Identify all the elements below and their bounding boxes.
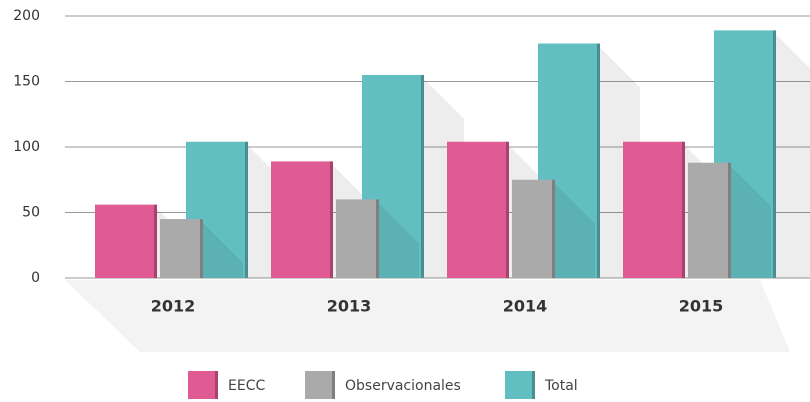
legend-swatch-edge <box>532 371 535 399</box>
bar-shadow <box>731 166 771 278</box>
bar-shadow <box>203 223 243 278</box>
legend-label: EECC <box>228 378 265 394</box>
legend-swatch <box>305 371 335 399</box>
legend-label: Observacionales <box>345 378 461 394</box>
legend-swatch <box>505 371 535 399</box>
bar-edge <box>200 219 203 278</box>
bar-edge <box>506 141 509 278</box>
bar-shadow <box>555 183 595 278</box>
legend-swatch <box>188 371 218 399</box>
x-tick-label: 2012 <box>151 297 196 316</box>
y-tick-label: 0 <box>31 270 40 286</box>
y-tick-label: 50 <box>22 205 40 221</box>
legend-swatch-edge <box>332 371 335 399</box>
bar-edge <box>597 43 600 279</box>
x-tick-label: 2015 <box>679 297 724 316</box>
x-tick-label: 2014 <box>503 297 548 316</box>
legend-swatch-edge <box>215 371 218 399</box>
bar <box>95 204 157 278</box>
bar-edge <box>728 162 731 278</box>
bar <box>623 141 685 278</box>
bar-edge <box>682 141 685 278</box>
floor-shadow <box>65 280 790 352</box>
bar-shadow <box>379 203 419 278</box>
bar <box>336 199 379 278</box>
bar-edge <box>376 199 379 278</box>
bar-edge <box>245 141 248 278</box>
bar-edge <box>154 204 157 278</box>
bar <box>447 141 509 278</box>
bar-edge <box>773 30 776 278</box>
bar-edge <box>552 179 555 278</box>
bar <box>160 219 203 278</box>
y-tick-label: 150 <box>13 74 40 90</box>
x-tick-label: 2013 <box>327 297 372 316</box>
y-tick-label: 100 <box>13 139 40 155</box>
bar-shadow <box>776 34 810 278</box>
legend-label: Total <box>544 378 578 394</box>
bar <box>271 161 333 278</box>
y-tick-label: 200 <box>13 8 40 24</box>
bar-edge <box>421 74 424 278</box>
bar <box>512 179 555 278</box>
bar-edge <box>330 161 333 278</box>
bar <box>688 162 731 278</box>
